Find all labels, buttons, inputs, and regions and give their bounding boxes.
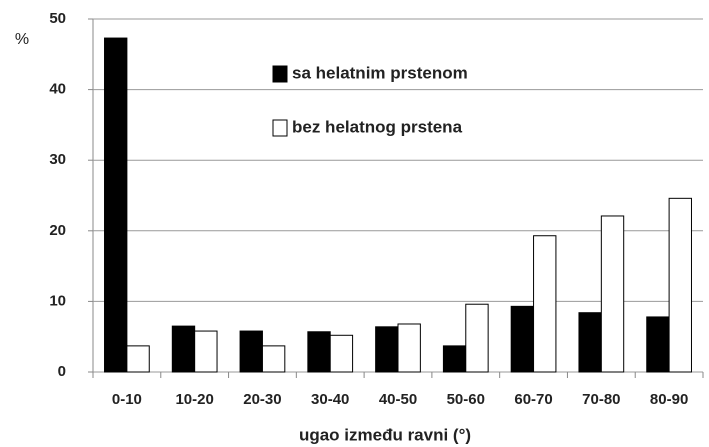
bar [375,326,399,373]
legend-label: bez helatnog prstena [292,117,463,136]
legend-swatch [272,65,288,83]
bar [533,235,557,373]
bar [329,334,354,373]
bar [194,330,218,373]
x-tick-label: 10-20 [175,391,213,408]
x-tick-label: 70-80 [582,391,620,408]
bar [307,331,331,373]
x-tick-label: 40-50 [379,391,417,408]
x-tick-label: 80-90 [650,391,688,408]
x-tick-label: 30-40 [311,391,349,408]
bar [578,312,602,373]
y-tick-label: 30 [49,151,66,168]
x-tick-label: 20-30 [243,391,281,408]
x-tick-label: 50-60 [447,391,485,408]
bar [442,345,467,373]
legend-label: sa helatnim prstenom [292,63,468,82]
y-axis-title: % [15,31,29,48]
y-tick-label: 20 [49,222,66,239]
legend-swatch [272,119,288,137]
bar [646,316,670,373]
bar [465,303,489,373]
bar [261,345,286,373]
bar [600,215,625,373]
bar [239,330,263,373]
y-tick-label: 0 [58,363,66,380]
y-tick-label: 50 [49,10,66,27]
y-tick-label: 10 [49,292,66,309]
bar [171,325,196,373]
bar [510,305,535,373]
y-tick-label: 40 [49,81,66,98]
bar [126,345,150,373]
x-tick-label: 0-10 [112,391,142,408]
bar [104,37,128,373]
bar [668,197,692,373]
x-tick-label: 60-70 [514,391,552,408]
x-axis-title: ugao između ravni (°) [299,425,471,444]
bar [397,323,421,373]
